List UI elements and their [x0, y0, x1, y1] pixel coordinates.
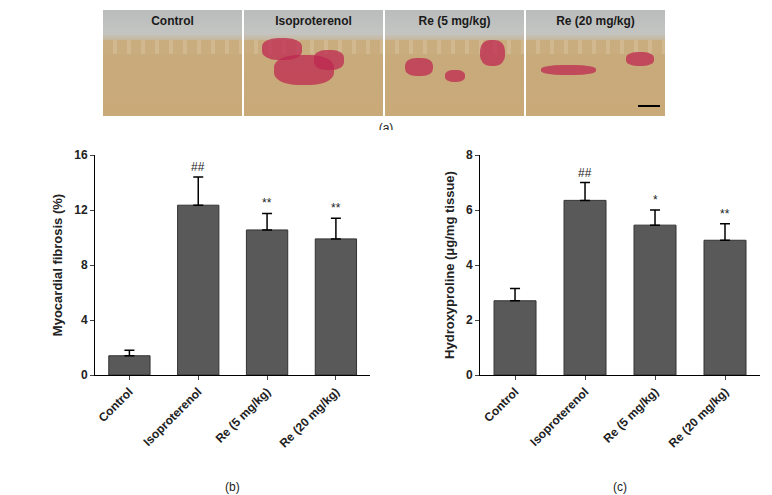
svg-text:8: 8	[466, 148, 473, 162]
svg-text:2: 2	[466, 313, 473, 327]
svg-text:**: **	[720, 207, 730, 221]
svg-text:##: ##	[578, 166, 592, 180]
svg-text:Hydroxyproline (μg/mg tissue): Hydroxyproline (μg/mg tissue)	[442, 171, 457, 359]
svg-text:Isoproterenol: Isoproterenol	[140, 385, 204, 449]
html-text:Isoproterenol: Isoproterenol	[275, 14, 352, 28]
svg-text:Control: Control	[96, 385, 136, 425]
svg-text:16: 16	[74, 148, 88, 162]
svg-text:4: 4	[81, 313, 88, 327]
svg-text:12: 12	[74, 203, 88, 217]
html-text:Re (20 mg/kg): Re (20 mg/kg)	[556, 14, 635, 28]
html-text:Control: Control	[151, 14, 194, 28]
svg-text:4: 4	[466, 258, 473, 272]
svg-text:Re (5 mg/kg): Re (5 mg/kg)	[213, 385, 274, 446]
svg-text:Myocardial fibrosis (%): Myocardial fibrosis (%)	[50, 194, 65, 336]
svg-text:**: **	[262, 196, 272, 210]
html-text:(a): (a)	[378, 121, 394, 135]
svg-text:Re (20 mg/kg): Re (20 mg/kg)	[666, 385, 732, 451]
svg-text:*: *	[653, 193, 658, 207]
svg-text:Re (20 mg/kg): Re (20 mg/kg)	[277, 385, 343, 451]
html-text:Re (5 mg/kg): Re (5 mg/kg)	[418, 14, 491, 28]
svg-text:Control: Control	[481, 385, 521, 425]
svg-text:Re (5 mg/kg): Re (5 mg/kg)	[601, 385, 662, 446]
svg-text:(c): (c)	[613, 480, 627, 494]
svg-text:##: ##	[191, 160, 205, 174]
svg-text:8: 8	[81, 258, 88, 272]
svg-text:0: 0	[466, 368, 473, 382]
svg-text:6: 6	[466, 203, 473, 217]
svg-text:0: 0	[81, 368, 88, 382]
svg-text:(b): (b)	[225, 480, 240, 494]
svg-text:**: **	[331, 201, 341, 215]
svg-text:Isoproterenol: Isoproterenol	[527, 385, 591, 449]
